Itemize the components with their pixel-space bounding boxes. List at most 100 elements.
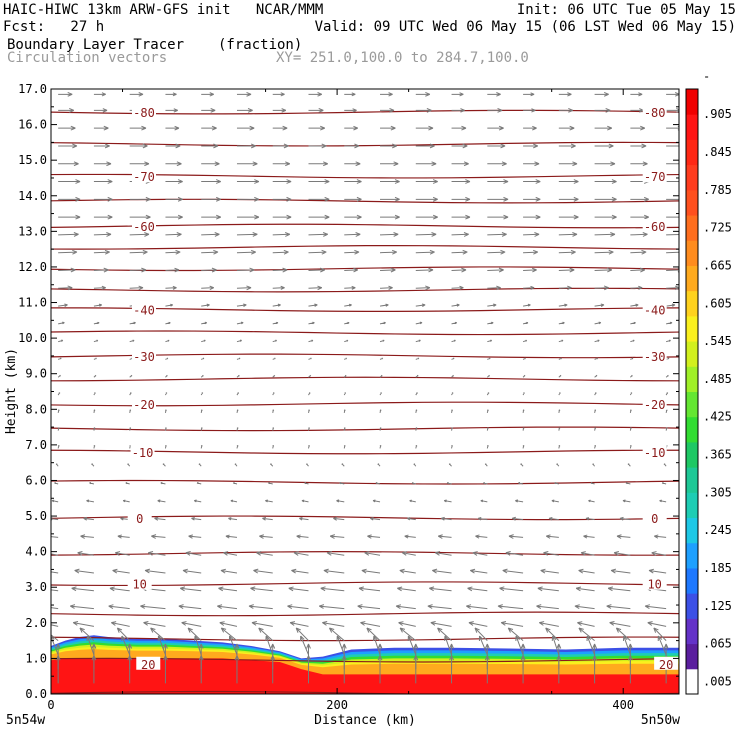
vector-arrow: [627, 463, 631, 467]
vector-arrow: [93, 374, 97, 378]
vector-arrow: [558, 107, 574, 113]
y-tick-label: 7.0: [25, 438, 47, 452]
contour-label-bg: [642, 302, 667, 316]
vector-arrow: [538, 621, 559, 627]
vector-arrow: [427, 604, 452, 610]
vector-arrow: [93, 267, 109, 273]
vector-arrow: [616, 534, 631, 539]
vector-arrow: [415, 285, 431, 291]
vector-arrow: [308, 357, 312, 360]
vector-arrow: [437, 627, 452, 641]
vector-arrow: [407, 635, 417, 656]
vector-arrow: [665, 339, 671, 343]
vector-arrow: [223, 551, 238, 556]
vector-arrow: [318, 604, 345, 610]
vector-arrow: [520, 643, 526, 670]
x-tick-label: 200: [326, 698, 348, 712]
vector-arrow: [622, 499, 631, 503]
vector-arrow: [160, 482, 166, 485]
vector-arrow: [444, 635, 453, 656]
vector-arrow: [272, 196, 292, 202]
y-tick-label: 12.0: [18, 260, 47, 274]
colorbar-label: .185: [703, 561, 732, 575]
isotherm-line: [51, 636, 679, 642]
vector-arrow: [630, 267, 646, 273]
vector-arrow: [451, 339, 456, 343]
vector-arrow: [58, 214, 81, 220]
vector-arrow: [236, 214, 260, 220]
vector-arrow: [487, 285, 501, 291]
vector-arrow: [320, 586, 345, 592]
contour-label: -10: [644, 446, 666, 460]
vector-arrow: [594, 357, 599, 360]
vector-arrow: [272, 232, 291, 237]
vector-arrow: [58, 303, 68, 307]
vector-arrow: [558, 179, 579, 184]
colorbar-swatch: [686, 189, 698, 216]
vector-arrow: [558, 285, 572, 291]
vector-arrow: [272, 303, 281, 307]
vector-arrow: [341, 463, 345, 467]
vector-arrow: [165, 374, 168, 378]
vector-arrow: [558, 445, 561, 449]
vector-arrow: [406, 517, 416, 521]
vector-arrow: [380, 179, 400, 184]
vector-arrow: [540, 568, 559, 574]
vector-arrow: [188, 534, 202, 539]
colorbar-frame: [685, 88, 699, 695]
vector-arrow: [71, 586, 94, 592]
vector-arrow: [164, 445, 167, 449]
y-tick-label: 11.0: [18, 296, 47, 310]
vector-arrow: [51, 536, 59, 538]
vector-arrow: [594, 285, 609, 291]
contour-label-bg: [642, 348, 667, 362]
vector-arrow: [630, 161, 648, 167]
vector-arrow: [364, 551, 381, 556]
vector-arrow: [360, 621, 381, 627]
vector-arrow: [58, 91, 73, 97]
vector-arrow: [58, 285, 73, 291]
vector-arrow: [502, 568, 524, 574]
vector-arrow: [127, 463, 131, 467]
vector-arrow: [358, 586, 381, 592]
vector-arrow: [328, 627, 345, 641]
vector-arrow: [594, 107, 611, 113]
vector-arrow: [413, 643, 419, 670]
isotherm-line: [51, 287, 679, 293]
vector-arrow: [262, 516, 273, 521]
contour-label-bg: [642, 445, 667, 458]
vector-arrow: [522, 339, 528, 343]
vector-arrow: [451, 357, 455, 360]
vector-arrow: [218, 586, 238, 592]
vector-arrow: [93, 409, 96, 413]
vector-arrow: [165, 303, 174, 307]
vector-arrow: [451, 232, 469, 237]
vector-arrow: [344, 125, 359, 131]
vector-arrow: [594, 143, 614, 149]
vector-arrow: [487, 179, 509, 184]
vector-arrow: [468, 621, 488, 627]
vector-arrow: [236, 427, 239, 431]
vector-arrow: [523, 161, 540, 167]
vector-arrow: [165, 143, 181, 149]
vector-arrow: [478, 635, 488, 656]
vector-arrow: [308, 303, 318, 307]
isotherm-line: [51, 690, 679, 694]
vector-arrow: [291, 568, 309, 574]
vector-arrow: [415, 232, 437, 237]
vector-arrow: [236, 107, 253, 113]
vector-arrow: [508, 534, 524, 539]
vector-arrow: [151, 534, 166, 539]
vector-arrow: [129, 427, 132, 431]
colorbar-label: .365: [703, 448, 732, 462]
vector-arrow: [329, 534, 345, 539]
vector-arrow: [558, 143, 576, 149]
vector-arrow: [163, 643, 168, 670]
vector-arrow: [72, 621, 95, 627]
vector-arrow: [272, 267, 288, 273]
vector-arrow: [256, 550, 273, 556]
vector-arrow: [109, 586, 130, 592]
vector-arrow: [272, 125, 288, 131]
vector-arrow: [487, 125, 504, 131]
isotherm-line: [51, 198, 679, 204]
